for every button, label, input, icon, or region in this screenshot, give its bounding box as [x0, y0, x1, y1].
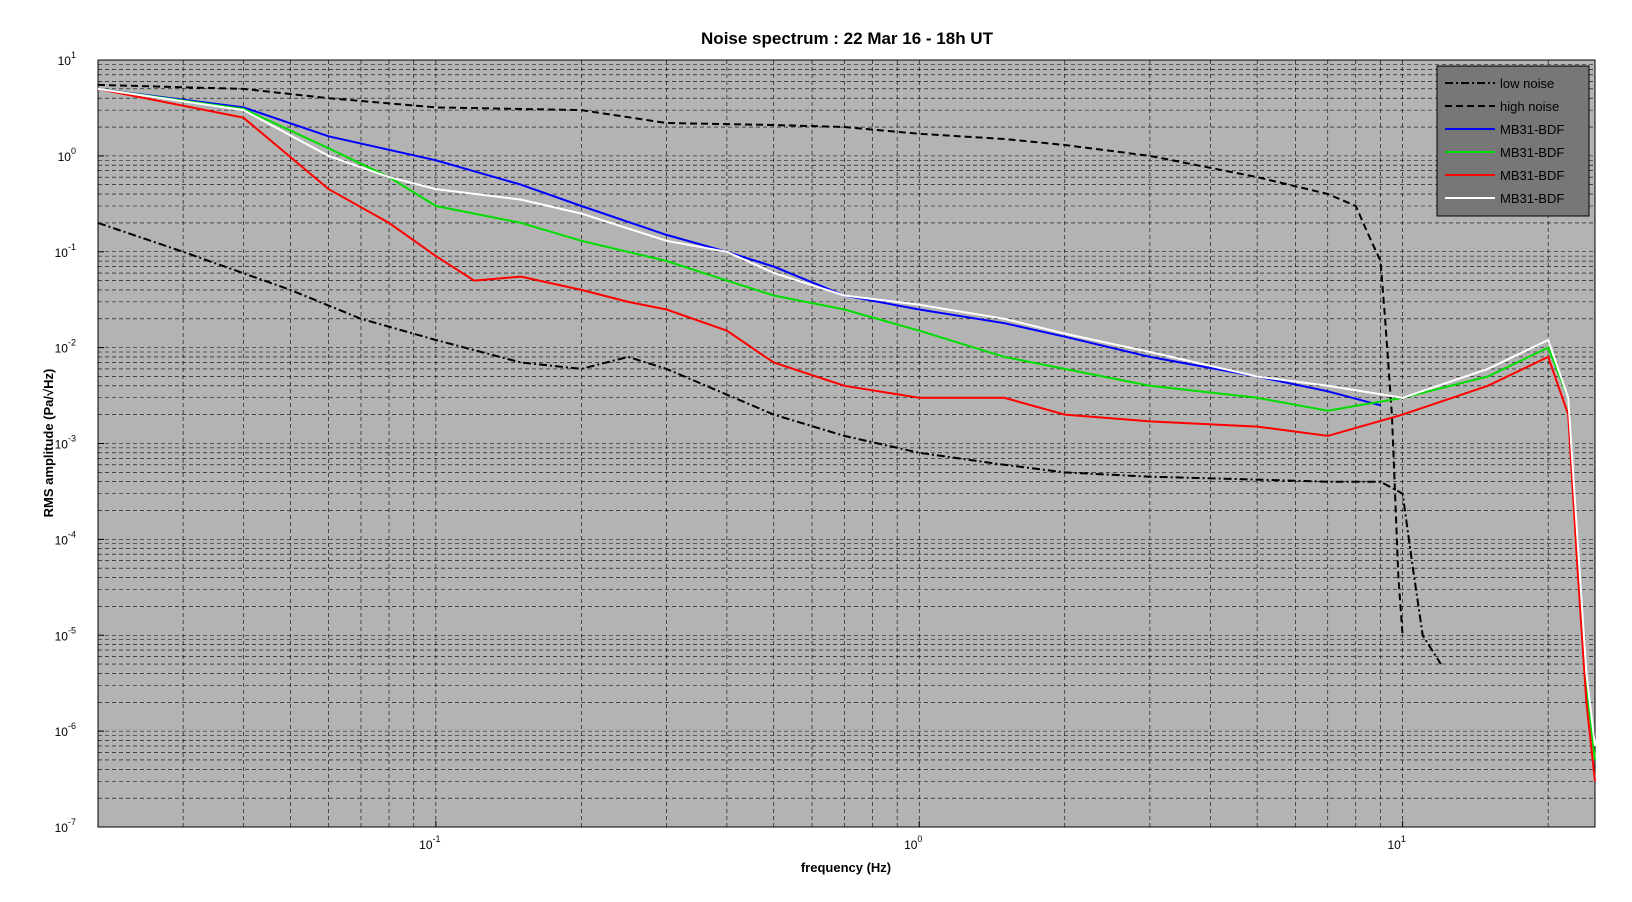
y-tick-label: 10-1 — [55, 242, 76, 260]
y-tick-label: 10-3 — [55, 434, 76, 452]
y-tick-label: 101 — [58, 50, 76, 68]
y-tick-label: 10-6 — [55, 721, 76, 739]
x-tick-label: 101 — [1387, 834, 1405, 852]
series-line-3 — [97, 87, 1596, 761]
chart-title: Noise spectrum : 22 Mar 16 - 18h UT — [701, 29, 994, 48]
series-line-0 — [97, 221, 1442, 665]
series-curves — [97, 83, 1596, 782]
y-tick-label: 10-5 — [55, 625, 76, 643]
x-axis-label: frequency (Hz) — [801, 860, 891, 875]
x-tick-label: 10-1 — [419, 834, 440, 852]
y-tick-label: 10-7 — [55, 817, 76, 835]
y-tick-labels: 101 100 10-1 10-2 10-3 10-4 10-5 10-6 10-7 — [55, 50, 104, 835]
legend-label-3: MB31-BDF — [1500, 145, 1564, 160]
x-tick-label: 100 — [904, 834, 922, 852]
grid-lines — [97, 60, 1595, 828]
legend-label-5: MB31-BDF — [1500, 191, 1564, 206]
legend-box — [1436, 65, 1590, 217]
series-line-1 — [97, 83, 1404, 636]
legend-label-0: low noise — [1500, 76, 1554, 91]
legend-label-2: MB31-BDF — [1500, 122, 1564, 137]
y-tick-label: 10-4 — [55, 529, 76, 547]
series-line-5 — [97, 87, 1596, 747]
legend-label-1: high noise — [1500, 99, 1559, 114]
series-line-4 — [97, 87, 1596, 782]
legend-label-4: MB31-BDF — [1500, 168, 1564, 183]
y-tick-label: 10-2 — [55, 338, 76, 356]
y-tick-label: 100 — [58, 146, 76, 164]
y-axis-label: RMS amplitude (Pa/√Hz) — [41, 369, 56, 518]
series-line-2 — [97, 87, 1381, 407]
legend: low noise high noise MB31-BDF MB31-BDF MB31-… — [1436, 65, 1590, 217]
